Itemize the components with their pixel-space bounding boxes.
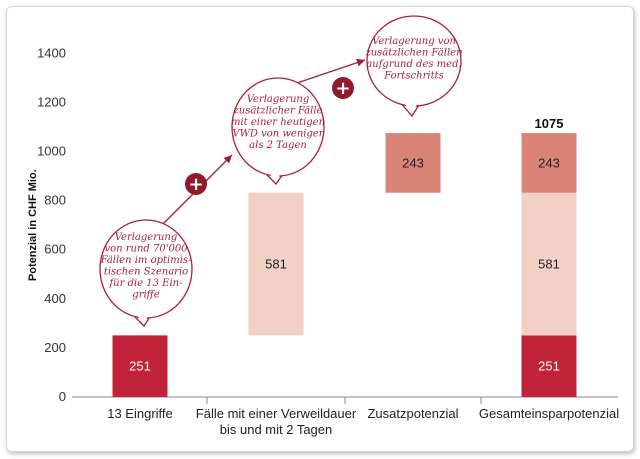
y-axis-title: Potenzial in CHF Mio. bbox=[27, 169, 39, 281]
x-category-label: Zusatzpotenzial bbox=[367, 406, 458, 421]
y-tick-label: 600 bbox=[44, 242, 66, 257]
plus-icon bbox=[185, 173, 207, 195]
callout-text-line: als 2 Tagen bbox=[249, 140, 307, 151]
bar-segment bbox=[248, 192, 304, 336]
callout-text-line: mit einer heutigen bbox=[231, 117, 325, 128]
y-tick-label: 1000 bbox=[37, 144, 66, 159]
plus-icon bbox=[332, 77, 354, 99]
connector-arrow bbox=[293, 59, 366, 85]
callout-tail-cover bbox=[399, 97, 421, 113]
bar-value-label: 243 bbox=[538, 155, 560, 170]
callout-text-line: für die 13 Ein- bbox=[108, 278, 183, 289]
callout-text-line: tischen Szenario bbox=[104, 267, 188, 278]
bars: 251 581 243 251 581 243 1075 bbox=[112, 116, 577, 397]
callout-text-line: Fortschritts bbox=[383, 71, 444, 82]
callout-text-line: griffe bbox=[132, 290, 159, 301]
category-labels: 13 Eingriffe Fälle mit einer Verweildauer… bbox=[107, 406, 619, 437]
bar-segment bbox=[521, 335, 577, 397]
bar-value-label: 581 bbox=[265, 257, 287, 272]
bar-segment bbox=[385, 133, 441, 193]
bar-value-label: 581 bbox=[538, 257, 560, 272]
callout-text-line: zusätzlichen Fällen bbox=[364, 48, 462, 59]
arrow-head bbox=[356, 58, 365, 67]
callout-text-line: von rund 70'000 bbox=[104, 244, 188, 255]
callout-tail-cover bbox=[131, 309, 152, 323]
bar-segment bbox=[521, 133, 577, 193]
y-tick-label: 1200 bbox=[37, 94, 66, 109]
x-category-label: Fälle mit einer Verweildauer bbox=[196, 406, 357, 421]
bar-value-label: 243 bbox=[402, 155, 424, 170]
arrow-head bbox=[223, 155, 232, 164]
connector-arrow bbox=[150, 154, 233, 237]
x-category-label: Gesamteinsparpotenzial bbox=[479, 406, 619, 421]
y-tick-label: 1400 bbox=[37, 45, 66, 60]
y-tick-label: 0 bbox=[59, 389, 66, 404]
total-label: 1075 bbox=[535, 116, 564, 131]
plus-sign: + bbox=[188, 174, 203, 195]
callout-text-line: Fällen im optimis- bbox=[100, 255, 192, 266]
y-tick-label: 800 bbox=[44, 193, 66, 208]
callout-text-line: Verlagerung bbox=[115, 232, 178, 243]
bar-segment bbox=[521, 192, 577, 336]
callout-tail-cover bbox=[263, 167, 285, 181]
bar-value-label: 251 bbox=[129, 359, 151, 374]
callout-text-line: VWD von weniger bbox=[232, 129, 324, 140]
bar-segment bbox=[112, 335, 168, 397]
bar-value-label: 251 bbox=[538, 359, 560, 374]
callout-text-line: Verlagerung von bbox=[372, 36, 456, 47]
x-category-label: bis und mit 2 Tagen bbox=[220, 422, 333, 437]
x-category-label: 13 Eingriffe bbox=[107, 406, 173, 421]
plus-sign: + bbox=[335, 78, 350, 99]
callout-text-line: zusätzlicher Fälle bbox=[233, 106, 323, 117]
y-tick-label: 400 bbox=[44, 291, 66, 306]
callout-text-line: aufgrund des med. bbox=[366, 59, 461, 70]
y-tick-label: 200 bbox=[44, 340, 66, 355]
callout-text-line: Verlagerung bbox=[247, 94, 310, 105]
